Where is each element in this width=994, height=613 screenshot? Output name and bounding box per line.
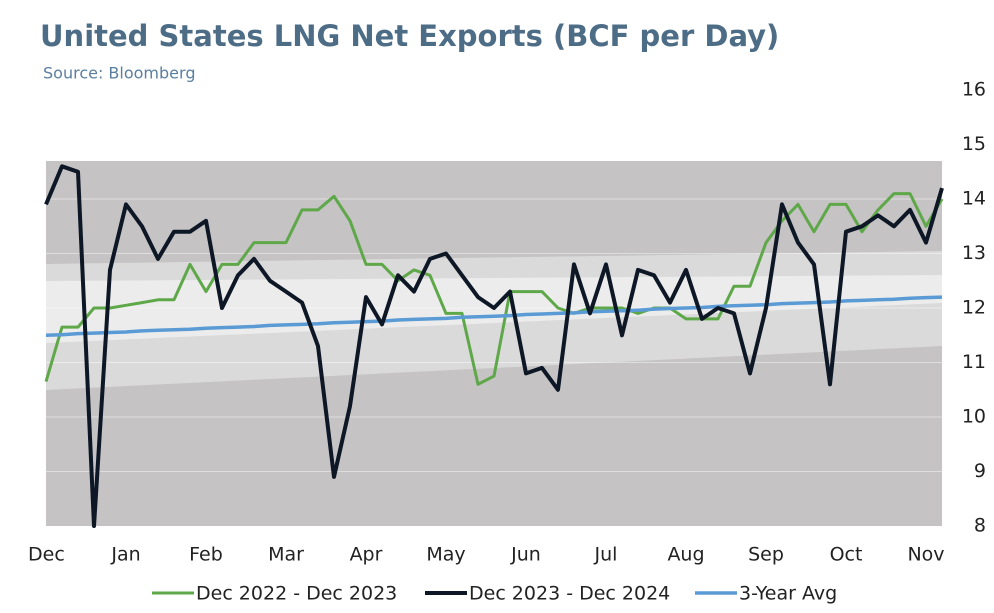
x-tick-label: Apr (350, 544, 383, 566)
x-tick-label: Jun (510, 544, 541, 566)
y-tick-label: 16 (962, 79, 986, 101)
y-tick-label: 13 (962, 242, 986, 264)
x-tick-label: Jan (110, 544, 140, 566)
x-tick-label: Feb (189, 544, 223, 566)
y-tick-label: 15 (962, 133, 986, 155)
y-tick-label: 10 (962, 406, 986, 428)
chart-title: United States LNG Net Exports (BCF per D… (40, 19, 779, 53)
series-line (45, 295, 943, 338)
x-tick-label: Sep (748, 544, 784, 566)
x-tick-label: Nov (907, 544, 944, 566)
y-tick-label: 12 (962, 297, 986, 319)
legend-label: Dec 2022 - Dec 2023 (196, 583, 397, 605)
background-bands (46, 161, 942, 526)
series-line (44, 192, 944, 386)
y-tick-label: 11 (962, 351, 986, 373)
y-tick-label: 9 (974, 460, 986, 482)
series-line (44, 164, 944, 528)
legend-label: 3-Year Avg (739, 583, 837, 605)
x-tick-label: Jul (594, 544, 618, 566)
x-tick-label: Oct (830, 544, 863, 566)
x-tick-label: Dec (28, 544, 65, 566)
x-tick-label: Aug (667, 544, 704, 566)
x-tick-label: May (426, 544, 465, 566)
legend-label: Dec 2023 - Dec 2024 (469, 583, 670, 605)
y-tick-label: 8 (974, 515, 986, 537)
x-tick-label: Mar (268, 544, 304, 566)
chart-subtitle: Source: Bloomberg (43, 64, 195, 83)
y-tick-label: 14 (962, 188, 986, 210)
